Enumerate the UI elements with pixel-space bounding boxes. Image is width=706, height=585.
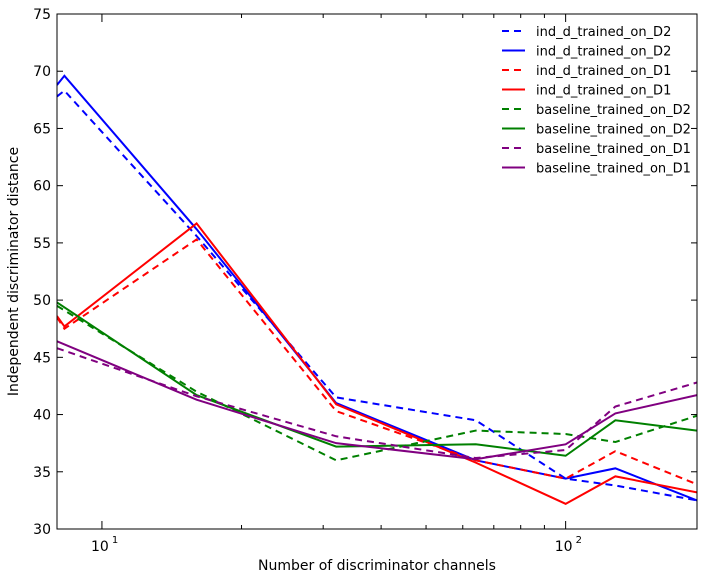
- x-axis-label: Number of discriminator channels: [258, 558, 496, 574]
- legend-label: baseline_trained_on_D1: [536, 162, 691, 177]
- legend-label: ind_d_trained_on_D1: [536, 84, 671, 99]
- y-tick-label: 30: [33, 522, 51, 538]
- legend-label: ind_d_trained_on_D1: [536, 64, 671, 79]
- y-tick-label: 35: [33, 465, 51, 481]
- legend-label: baseline_trained_on_D2: [536, 103, 691, 118]
- series-line-5: [57, 304, 697, 462]
- x-tick-label-exponent: 1: [112, 535, 118, 546]
- x-tick-label: 10: [91, 539, 109, 555]
- y-tick-label: 40: [33, 408, 51, 424]
- y-tick-label: 70: [33, 64, 51, 80]
- series-line-8: [57, 340, 697, 461]
- series-line-4: [57, 222, 697, 505]
- x-tick-label-exponent: 2: [576, 535, 582, 546]
- y-tick-label: 55: [33, 236, 51, 252]
- plot-frame: [56, 13, 698, 530]
- legend-label: ind_d_trained_on_D2: [536, 45, 671, 60]
- series-line-7: [57, 347, 697, 460]
- legend-label: baseline_trained_on_D1: [536, 142, 691, 157]
- legend-label: ind_d_trained_on_D2: [536, 25, 671, 40]
- y-tick-label: 50: [33, 293, 51, 309]
- legend: ind_d_trained_on_D2 ind_d_trained_on_D2in…: [502, 25, 691, 177]
- series-layer: [57, 74, 697, 505]
- series-line-1: [57, 89, 697, 502]
- series-line-2: [57, 74, 697, 502]
- y-tick-label: 65: [33, 121, 51, 137]
- y-tick-label: 45: [33, 350, 51, 366]
- y-axis-label: Independent discriminator distance: [6, 147, 22, 396]
- series-line-3: [57, 238, 697, 486]
- series-line-6: [57, 301, 697, 457]
- y-tick-label: 75: [33, 7, 51, 23]
- legend-label: baseline_trained_on_D2: [536, 123, 691, 138]
- y-tick-label: 60: [33, 179, 51, 195]
- x-tick-label: 10: [555, 539, 573, 555]
